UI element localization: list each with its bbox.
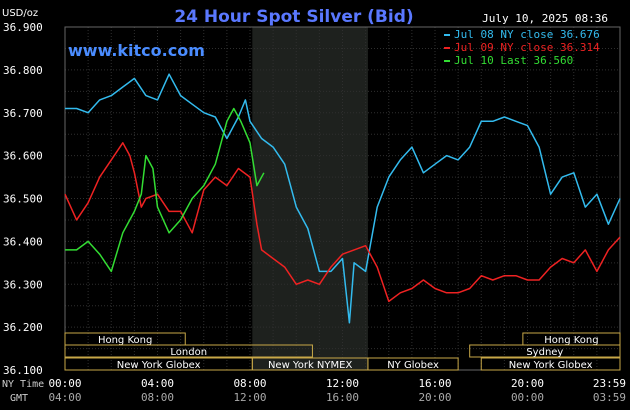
session-label: New York NYMEX — [268, 360, 353, 371]
series-line — [65, 73, 621, 324]
y-axis-unit: USD/oz — [2, 8, 38, 19]
session-box — [480, 357, 621, 371]
session-box — [367, 357, 459, 371]
y-tick-label: 36.800 — [3, 64, 43, 77]
x-tick-label-ny: 08:00 — [233, 377, 266, 390]
legend-entry: Jul 08 NY close 36.676 — [454, 28, 600, 41]
x-axis-ny-label: NY Time — [2, 379, 44, 390]
session-box — [64, 344, 313, 358]
y-tick-label: 36.400 — [3, 235, 43, 248]
grid-lines — [64, 27, 621, 371]
legend-entry: Jul 10 Last 36.560 — [454, 54, 573, 67]
x-tick-label-ny: 00:00 — [48, 377, 81, 390]
market-sessions: Hong Kong Hong Kong London Sydney New York G… — [64, 332, 621, 371]
price-series — [64, 73, 621, 324]
y-tick-label: 36.600 — [3, 150, 43, 163]
x-tick-label-ny: 23:59 — [593, 377, 626, 390]
y-tick-label: 36.500 — [3, 193, 43, 206]
x-axis-gmt-label: GMT — [10, 393, 28, 404]
chart-timestamp: July 10, 2025 08:36 — [482, 12, 608, 25]
session-label: New York Globex — [117, 360, 201, 371]
y-tick-label: 36.700 — [3, 107, 43, 120]
x-tick-label-ny: 20:00 — [511, 377, 544, 390]
site-watermark: www.kitco.com — [68, 41, 205, 60]
x-tick-label-gmt: 12:00 — [233, 391, 266, 404]
x-tick-label-ny: 12:00 — [326, 377, 359, 390]
y-tick-label: 36.100 — [3, 364, 43, 377]
x-tick-label-gmt: 03:59 — [593, 391, 626, 404]
x-tick-label-ny: 04:00 — [141, 377, 174, 390]
series-line — [65, 107, 265, 273]
session-label: Hong Kong — [544, 335, 598, 346]
y-tick-label: 36.900 — [3, 21, 43, 34]
x-tick-label-gmt: 20:00 — [418, 391, 451, 404]
x-axis-ticks: 00:0004:0004:0008:0008:0012:0012:0016:00… — [48, 377, 626, 404]
y-tick-label: 36.200 — [3, 321, 43, 334]
x-tick-label-gmt: 08:00 — [141, 391, 174, 404]
y-tick-label: 36.300 — [3, 278, 43, 291]
x-tick-label-gmt: 16:00 — [326, 391, 359, 404]
session-label: London — [170, 347, 207, 358]
x-tick-label-gmt: 04:00 — [48, 391, 81, 404]
x-tick-label-gmt: 00:00 — [511, 391, 544, 404]
y-axis-ticks: 36.900 36.800 36.700 36.600 36.500 36.400 36.3… — [3, 21, 43, 377]
legend-entry: Jul 09 NY close 36.314 — [454, 41, 600, 54]
session-box — [469, 344, 621, 358]
session-label: NY Globex — [387, 360, 439, 371]
session-label: Hong Kong — [98, 335, 152, 346]
series-line — [64, 142, 621, 303]
chart-title: 24 Hour Spot Silver (Bid) — [174, 7, 413, 27]
x-tick-label-ny: 16:00 — [418, 377, 451, 390]
session-label: New York Globex — [509, 360, 593, 371]
session-label: Sydney — [526, 347, 563, 358]
